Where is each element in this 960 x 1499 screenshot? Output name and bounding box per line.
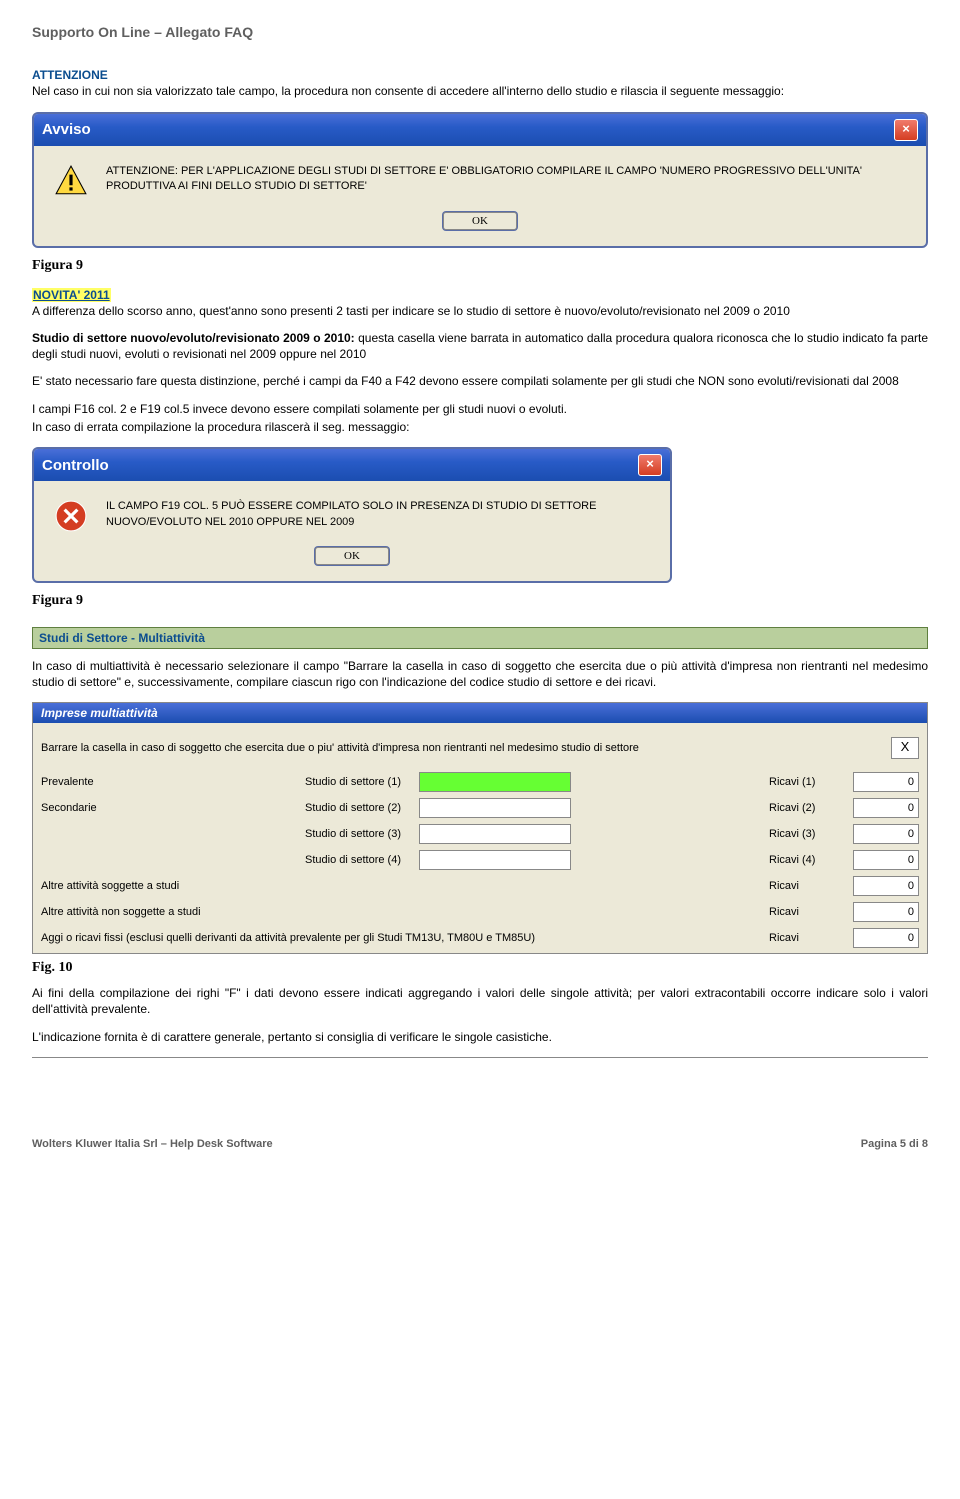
dialog-message: IL CAMPO F19 COL. 5 PUÒ ESSERE COMPILATO… <box>106 499 650 530</box>
ricavi-label: Ricavi (2) <box>769 802 849 814</box>
studio-input[interactable] <box>419 798 571 818</box>
novita-text1: A differenza dello scorso anno, quest'an… <box>32 304 928 320</box>
ricavi-input[interactable]: 0 <box>853 772 919 792</box>
novita-text2: Studio di settore nuovo/evoluto/revision… <box>32 331 928 362</box>
barrare-checkbox[interactable]: X <box>891 737 919 759</box>
dialog-title: Avviso <box>42 121 91 138</box>
ricavi-input[interactable]: 0 <box>853 798 919 818</box>
ricavi-label: Ricavi (4) <box>769 854 849 866</box>
studio-label: Studio di settore (1) <box>305 776 415 788</box>
studio-label: Studio di settore (4) <box>305 854 415 866</box>
para5: In caso di errata compilazione la proced… <box>32 420 928 436</box>
section-text: In caso di multiattività è necessario se… <box>32 659 928 690</box>
novita-label: NOVITA' 2011 <box>32 288 111 302</box>
ricavi-input[interactable]: 0 <box>853 902 919 922</box>
ricavi-label: Ricavi <box>769 880 849 892</box>
ricavi-label: Ricavi (1) <box>769 776 849 788</box>
form-row: Studio di settore (4) Ricavi (4) 0 <box>41 847 919 873</box>
para-last: L'indicazione fornita è di carattere gen… <box>32 1030 928 1046</box>
attention-text: Nel caso in cui non sia valorizzato tale… <box>32 84 928 100</box>
form-row: Studio di settore (3) Ricavi (3) 0 <box>41 821 919 847</box>
form-row: Aggi o ricavi fissi (esclusi quelli deri… <box>41 925 919 951</box>
dialog-title: Controllo <box>42 457 109 474</box>
studio-input[interactable] <box>419 850 571 870</box>
form-row: Prevalente Studio di settore (1) Ricavi (1… <box>41 769 919 795</box>
row-left-label: Prevalente <box>41 776 301 788</box>
controllo-dialog: Controllo × IL CAMPO F19 COL. 5 PUÒ ESSE… <box>32 447 672 583</box>
page-footer: Wolters Kluwer Italia Srl – Help Desk So… <box>32 1138 928 1150</box>
ricavi-label: Ricavi (3) <box>769 828 849 840</box>
figure-label: Figura 9 <box>32 593 928 609</box>
form-row: Secondarie Studio di settore (2) Ricavi (2… <box>41 795 919 821</box>
section-heading: Studi di Settore - Multiattività <box>32 627 928 649</box>
ricavi-input[interactable]: 0 <box>853 928 919 948</box>
ricavi-input[interactable]: 0 <box>853 850 919 870</box>
row-left-label: Altre attività soggette a studi <box>41 880 721 892</box>
imprese-panel: Imprese multiattività Barrare la casella… <box>32 702 928 954</box>
figure-label: Figura 9 <box>32 258 928 274</box>
figure-label: Fig. 10 <box>32 960 928 976</box>
studio-input[interactable] <box>419 824 571 844</box>
ricavi-input[interactable]: 0 <box>853 876 919 896</box>
footer-left: Wolters Kluwer Italia Srl – Help Desk So… <box>32 1138 273 1150</box>
ok-button[interactable]: OK <box>443 212 517 230</box>
form-row: Altre attività non soggette a studi Ricav… <box>41 899 919 925</box>
footer-divider <box>32 1057 928 1058</box>
close-icon[interactable]: × <box>638 454 662 476</box>
ricavi-label: Ricavi <box>769 932 849 944</box>
para-after: Ai fini della compilazione dei righi "F"… <box>32 986 928 1017</box>
avviso-dialog: Avviso × ATTENZIONE: PER L'APPLICAZIONE … <box>32 112 928 248</box>
ricavi-input[interactable]: 0 <box>853 824 919 844</box>
attention-label: ATTENZIONE <box>32 68 928 82</box>
row-left-label: Altre attività non soggette a studi <box>41 906 721 918</box>
form-row: Altre attività soggette a studi Ricavi 0 <box>41 873 919 899</box>
studio-label: Studio di settore (2) <box>305 802 415 814</box>
error-icon <box>54 499 88 533</box>
studio-label: Studio di settore (3) <box>305 828 415 840</box>
para4: I campi F16 col. 2 e F19 col.5 invece de… <box>32 402 928 418</box>
ok-button[interactable]: OK <box>315 547 389 565</box>
dialog-message: ATTENZIONE: PER L'APPLICAZIONE DEGLI STU… <box>106 164 906 195</box>
ricavi-label: Ricavi <box>769 906 849 918</box>
para3: E' stato necessario fare questa distinzi… <box>32 374 928 390</box>
close-icon[interactable]: × <box>894 119 918 141</box>
barrare-label: Barrare la casella in caso di soggetto c… <box>41 742 639 754</box>
row-left-label: Secondarie <box>41 802 301 814</box>
warning-icon <box>54 164 88 198</box>
row-left-label: Aggi o ricavi fissi (esclusi quelli deri… <box>41 932 721 944</box>
studio-input[interactable] <box>419 772 571 792</box>
footer-right: Pagina 5 di 8 <box>861 1138 928 1150</box>
panel-title: Imprese multiattività <box>33 703 927 723</box>
page-header: Supporto On Line – Allegato FAQ <box>32 24 928 40</box>
